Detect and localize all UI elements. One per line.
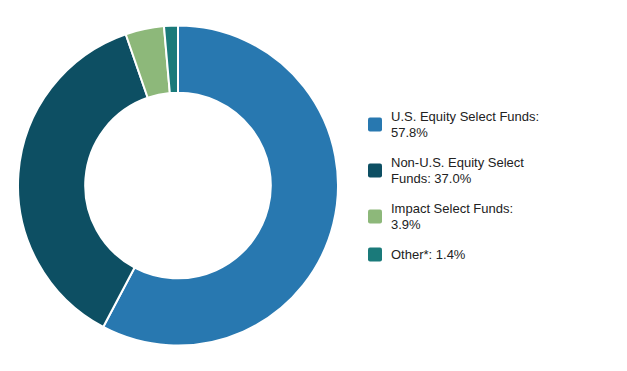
legend-swatch bbox=[368, 118, 382, 132]
legend-label-line: 57.8% bbox=[391, 125, 428, 140]
legend-item: Non-U.S. Equity SelectFunds: 37.0% bbox=[368, 155, 524, 186]
legend-label-line: Other*: 1.4% bbox=[391, 247, 466, 262]
legend-label: Non-U.S. Equity SelectFunds: 37.0% bbox=[391, 155, 524, 186]
legend-item: U.S. Equity Select Funds:57.8% bbox=[368, 109, 539, 140]
slice bbox=[126, 26, 170, 98]
legend-label: Impact Select Funds:3.9% bbox=[391, 201, 513, 232]
legend-label-line: Non-U.S. Equity Select bbox=[391, 155, 524, 170]
legend-swatch bbox=[368, 210, 382, 224]
legend-label-line: Funds: 37.0% bbox=[391, 171, 472, 186]
legend-swatch bbox=[368, 248, 382, 262]
legend: U.S. Equity Select Funds:57.8% Non-U.S. E… bbox=[368, 109, 539, 262]
legend-label-line: 3.9% bbox=[391, 217, 421, 232]
slice bbox=[164, 26, 178, 94]
legend-label-line: U.S. Equity Select Funds: bbox=[391, 109, 539, 124]
legend-item: Other*: 1.4% bbox=[368, 247, 466, 262]
legend-label: U.S. Equity Select Funds:57.8% bbox=[391, 109, 539, 140]
slice bbox=[103, 26, 338, 346]
legend-item: Impact Select Funds:3.9% bbox=[368, 201, 513, 232]
slice bbox=[18, 34, 148, 327]
slices bbox=[18, 26, 338, 346]
legend-swatch bbox=[368, 164, 382, 178]
chart: U.S. Equity Select Funds:57.8% Non-U.S. E… bbox=[0, 0, 627, 371]
background bbox=[0, 0, 627, 371]
legend-label: Other*: 1.4% bbox=[391, 247, 466, 262]
legend-label-line: Impact Select Funds: bbox=[391, 201, 513, 216]
